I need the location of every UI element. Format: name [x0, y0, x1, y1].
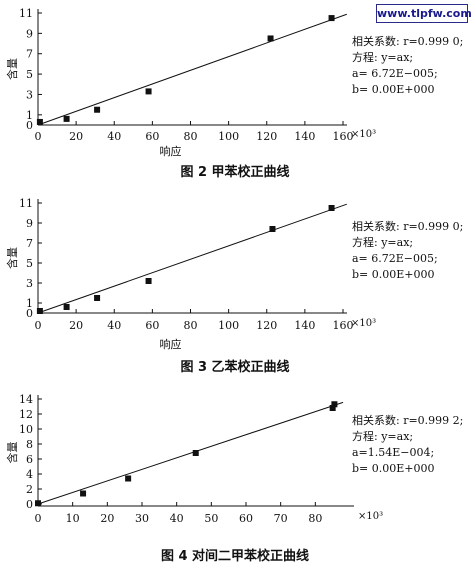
x-tick-label: 70: [274, 512, 288, 525]
y-tick-label: 0: [26, 119, 33, 132]
y-tick-label: 3: [26, 277, 33, 290]
data-point: [328, 205, 335, 211]
x-tick-label: 0: [35, 512, 42, 525]
fit-annotation-line: a= 6.72E−005;: [352, 67, 438, 80]
x-tick-label: 20: [69, 130, 83, 143]
fit-annotation-line: 方程: y=ax;: [352, 50, 413, 64]
data-point: [36, 118, 43, 125]
x-tick-label: 50: [204, 512, 218, 525]
x-tick-label: 80: [184, 319, 198, 332]
data-point: [145, 278, 152, 284]
x-tick-label: 40: [107, 319, 121, 332]
fit-annotation-line: b= 0.00E+000: [352, 83, 435, 96]
fit-annotation-line: 方程: y=ax;: [352, 235, 413, 249]
x-tick-label: 120: [256, 130, 277, 143]
fit-line: [37, 13, 347, 126]
y-axis-label: 含量: [5, 58, 19, 80]
x-tick-label: 120: [256, 319, 277, 332]
y-tick-label: 7: [26, 237, 33, 250]
data-point: [94, 295, 101, 301]
y-axis-label: 含量: [5, 442, 19, 464]
y-tick-label: 8: [26, 438, 33, 451]
x-tick-label: 100: [218, 319, 239, 332]
figure-caption: 图 2 甲苯校正曲线: [180, 164, 289, 180]
y-tick-label: 10: [19, 423, 33, 436]
chart-1: 01 3 5 7 9 11 0 20 40 60 80 100 120 140 160×10³ 响应 含量 相关系…: [5, 7, 463, 180]
y-tick-label: 4: [26, 468, 33, 481]
data-point: [192, 450, 199, 456]
y-tick-label: 0: [26, 307, 33, 320]
fit-line: [37, 203, 347, 314]
y-axis-label: 含量: [5, 247, 19, 269]
y-tick-label: 0: [26, 498, 33, 511]
x-tick-label: 140: [294, 319, 315, 332]
y-tick-label: 5: [26, 68, 33, 81]
data-point: [145, 88, 152, 95]
x-axis-label: 响应: [160, 337, 182, 351]
data-point: [125, 475, 132, 482]
y-tick-label: 9: [26, 27, 33, 40]
data-point: [36, 308, 43, 314]
fit-annotation-line: 相关系数: r=0.999 2;: [352, 413, 463, 427]
fit-annotation-line: a= 6.72E−005;: [352, 252, 438, 265]
x-tick-label: 100: [218, 130, 239, 143]
chart-2: 01 3 5 7 9 11 0 20 40 60 80 100 120 140 160×10³ 响应 含量 相关系…: [5, 197, 463, 375]
data-point: [328, 15, 335, 22]
y-tick-label: 11: [19, 7, 33, 20]
x-tick-label: 60: [239, 512, 253, 525]
x-tick-label: 140: [294, 130, 315, 143]
watermark-logo: www.tlpfw.com: [376, 4, 471, 23]
x-tick-label: 80: [184, 130, 198, 143]
fit-annotation-line: b= 0.00E+000: [352, 268, 435, 281]
x-tick-label: 10: [66, 512, 80, 525]
data-point: [329, 405, 336, 411]
data-point: [94, 106, 101, 113]
y-tick-label: 1: [26, 109, 33, 122]
data-point: [80, 490, 87, 497]
x-multiplier-label: ×10³: [358, 511, 383, 522]
x-tick-label: 60: [145, 319, 159, 332]
x-tick-label: 160: [333, 130, 354, 143]
x-tick-label: 30: [135, 512, 149, 525]
x-tick-label: 160: [333, 319, 354, 332]
data-point: [331, 401, 338, 408]
x-tick-label: 40: [107, 130, 121, 143]
fit-line: [37, 401, 344, 505]
x-axis-label: 响应: [160, 144, 182, 158]
y-tick-label: 11: [19, 197, 33, 210]
data-point: [267, 35, 274, 42]
x-tick-label: 20: [69, 319, 83, 332]
x-tick-label: 60: [145, 130, 159, 143]
y-tick-label: 12: [19, 408, 33, 421]
x-tick-label: 0: [35, 130, 42, 143]
data-point: [63, 304, 70, 310]
fit-annotation-line: 相关系数: r=0.999 0;: [352, 34, 463, 48]
x-tick-label: 20: [100, 512, 114, 525]
y-tick-label: 1: [26, 297, 33, 310]
x-multiplier-label: ×10³: [351, 129, 376, 140]
y-tick-label: 7: [26, 48, 33, 61]
fit-annotation-line: a=1.54E−004;: [352, 446, 434, 459]
fit-annotation-line: b= 0.00E+000: [352, 462, 435, 475]
y-tick-label: 5: [26, 257, 33, 270]
y-tick-label: 9: [26, 217, 33, 230]
chart-3: 0 2 4 6 8 10 12 14 0 10 20 30 40 50 60 70 80 ×10³ 含量 相关系数: …: [5, 393, 463, 564]
y-tick-label: 3: [26, 88, 33, 101]
data-point: [269, 226, 276, 232]
y-tick-label: 2: [26, 483, 33, 496]
fit-annotation-line: 方程: y=ax;: [352, 429, 413, 443]
y-tick-label: 6: [26, 453, 33, 466]
figure-caption: 图 3 乙苯校正曲线: [180, 359, 289, 375]
x-multiplier-label: ×10³: [351, 318, 376, 329]
figure-caption: 图 4 对间二甲苯校正曲线: [161, 548, 309, 564]
x-tick-label: 40: [170, 512, 184, 525]
fit-annotation-line: 相关系数: r=0.999 0;: [352, 219, 463, 233]
y-tick-label: 14: [19, 393, 33, 406]
data-point: [63, 115, 70, 122]
data-point: [35, 500, 41, 507]
x-tick-label: 80: [308, 512, 322, 525]
x-tick-label: 0: [35, 319, 42, 332]
